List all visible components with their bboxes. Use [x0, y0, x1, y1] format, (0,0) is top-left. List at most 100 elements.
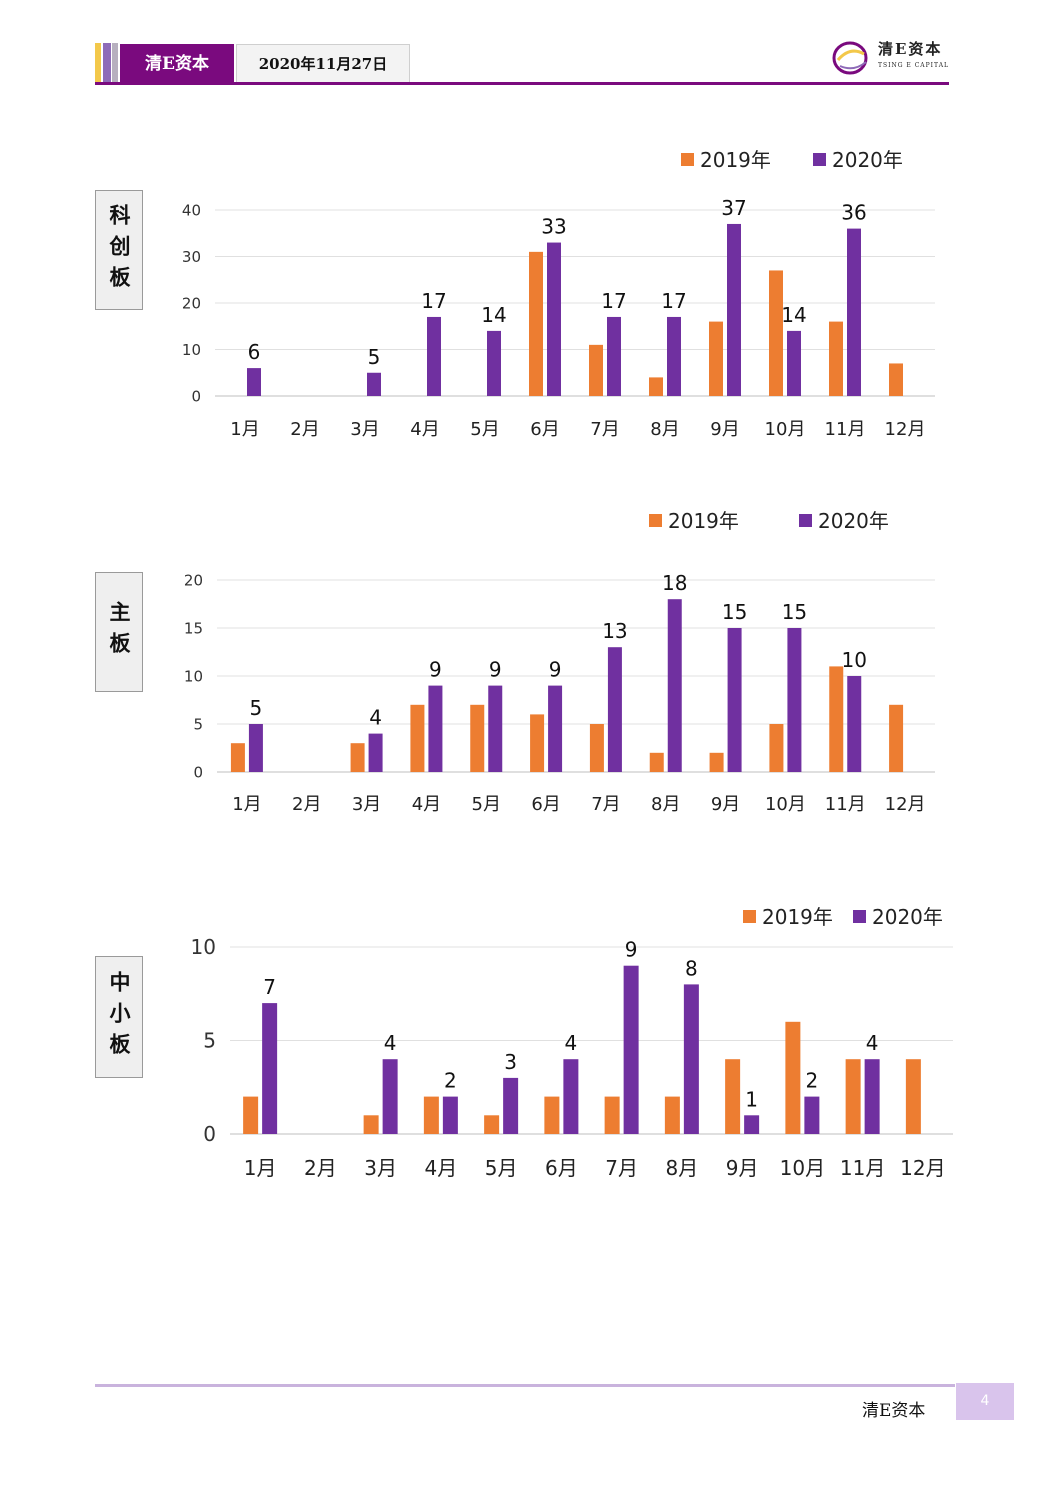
bar-2019: [649, 752, 664, 772]
bar-2020: [667, 316, 681, 396]
data-label-2020: 17: [661, 289, 686, 313]
bar-2019: [243, 1096, 259, 1134]
x-category-label: 7月: [590, 419, 619, 440]
x-category-label: 6月: [531, 794, 560, 815]
bar-2019: [709, 752, 724, 772]
data-label-2020: 4: [866, 1031, 879, 1055]
x-category-label: 10月: [780, 1156, 825, 1180]
header-stripe-violet: [103, 43, 111, 85]
side-label-sme-board: 中小板: [95, 956, 143, 1078]
x-category-label: 5月: [485, 1156, 518, 1180]
data-label-2020: 36: [841, 201, 866, 225]
x-category-label: 8月: [666, 1156, 699, 1180]
data-label-2020: 9: [429, 658, 442, 682]
x-category-label: 3月: [364, 1156, 397, 1180]
company-logo: 清E资本 TSING E CAPITAL: [830, 36, 950, 80]
bar-2020: [727, 628, 742, 772]
x-category-label: 12月: [885, 419, 926, 440]
logo-en-text: TSING E CAPITAL: [878, 62, 950, 69]
side-label-text: 主板: [107, 601, 131, 663]
bar-chart-main-board: 0 5 10 15 20 5 1月 2月 4 3月 9 4月 9 5月 9 6月 13 7月 18 8月 15 9月 15 1…: [184, 509, 935, 815]
x-category-label: 9月: [710, 419, 739, 440]
bar-2020: [623, 965, 639, 1134]
bar-2020: [442, 1096, 458, 1134]
legend-swatch: [853, 910, 866, 923]
x-category-label: 11月: [840, 1156, 885, 1180]
x-category-label: 7月: [591, 794, 620, 815]
x-category-label: 6月: [545, 1156, 578, 1180]
bar-2019: [769, 724, 784, 772]
bar-2019: [589, 724, 604, 772]
side-label-main-board: 主板: [95, 572, 143, 692]
x-category-label: 8月: [651, 794, 680, 815]
data-label-2020: 9: [489, 658, 502, 682]
data-label-2020: 8: [685, 956, 698, 980]
y-tick-label: 5: [193, 715, 203, 733]
data-label-2020: 4: [369, 706, 382, 730]
bar-2020: [607, 647, 622, 772]
header-stripe-gray: [112, 43, 118, 85]
data-label-2020: 2: [806, 1069, 819, 1093]
x-category-label: 7月: [605, 1156, 638, 1180]
bar-chart-sme-board: 0 5 10 7 1月 2月 4 3月 2 4月 3 5月 4 6月 9 7月 8 8月 1 9月 2 10月 4 11月 12…: [191, 905, 953, 1180]
y-tick-label: 15: [184, 619, 203, 637]
x-category-label: 12月: [900, 1156, 945, 1180]
data-label-2020: 3: [504, 1050, 517, 1074]
header-stripe-yellow: [95, 43, 101, 85]
data-label-2020: 4: [565, 1031, 578, 1055]
footer-divider: [95, 1384, 955, 1387]
x-category-label: 9月: [726, 1156, 759, 1180]
bar-2019: [589, 344, 603, 396]
y-tick-label: 20: [184, 571, 203, 589]
bar-2020: [368, 733, 383, 772]
data-label-2020: 7: [263, 975, 276, 999]
bar-chart-star-market: 0 10 20 30 40 6 1月 2月 5 3月 17 4月 14 5月 33 6月 17 7月 17 8月 37 9…: [182, 148, 935, 440]
x-category-label: 11月: [825, 794, 866, 815]
bar-2020: [547, 242, 561, 396]
x-category-label: 11月: [825, 419, 866, 440]
bar-2020: [667, 599, 682, 772]
bar-2019: [363, 1115, 379, 1134]
x-category-label: 5月: [470, 419, 499, 440]
legend-swatch: [681, 153, 694, 166]
data-label-2020: 17: [421, 289, 446, 313]
header-date: 2020年11月27日: [236, 44, 410, 84]
bar-2019: [604, 1096, 620, 1134]
bar-2019: [230, 743, 245, 772]
x-category-label: 1月: [232, 794, 261, 815]
y-tick-label: 30: [182, 248, 201, 266]
legend-label: 2020年: [872, 905, 943, 929]
y-tick-label: 10: [184, 667, 203, 685]
header-divider: [95, 82, 949, 85]
legend-label: 2020年: [832, 148, 903, 172]
bar-2020: [563, 1059, 579, 1134]
bar-2019: [769, 270, 783, 396]
x-category-label: 10月: [765, 794, 806, 815]
y-tick-label: 0: [191, 387, 201, 405]
bar-2019: [829, 321, 843, 396]
page-number: 4: [956, 1383, 1014, 1420]
header-brand: 清E资本: [120, 44, 234, 84]
data-label-2020: 15: [782, 600, 807, 624]
x-category-label: 1月: [230, 419, 259, 440]
y-tick-label: 10: [191, 935, 216, 959]
bar-2020: [787, 330, 801, 396]
y-tick-label: 0: [193, 763, 203, 781]
bar-2019: [889, 363, 903, 396]
legend-label: 2019年: [668, 509, 739, 533]
data-label-2020: 5: [250, 696, 263, 720]
y-tick-label: 20: [182, 294, 201, 312]
x-category-label: 4月: [410, 419, 439, 440]
bar-2020: [382, 1059, 398, 1134]
data-label-2020: 5: [368, 345, 381, 369]
data-label-2020: 2: [444, 1069, 457, 1093]
bar-2020: [744, 1115, 760, 1134]
bar-2019: [470, 704, 485, 772]
x-category-label: 2月: [304, 1156, 337, 1180]
bar-2019: [544, 1096, 560, 1134]
bar-2020: [683, 984, 699, 1134]
bar-2019: [530, 714, 545, 772]
x-category-label: 9月: [711, 794, 740, 815]
x-category-label: 10月: [765, 419, 806, 440]
bar-2019: [423, 1096, 439, 1134]
